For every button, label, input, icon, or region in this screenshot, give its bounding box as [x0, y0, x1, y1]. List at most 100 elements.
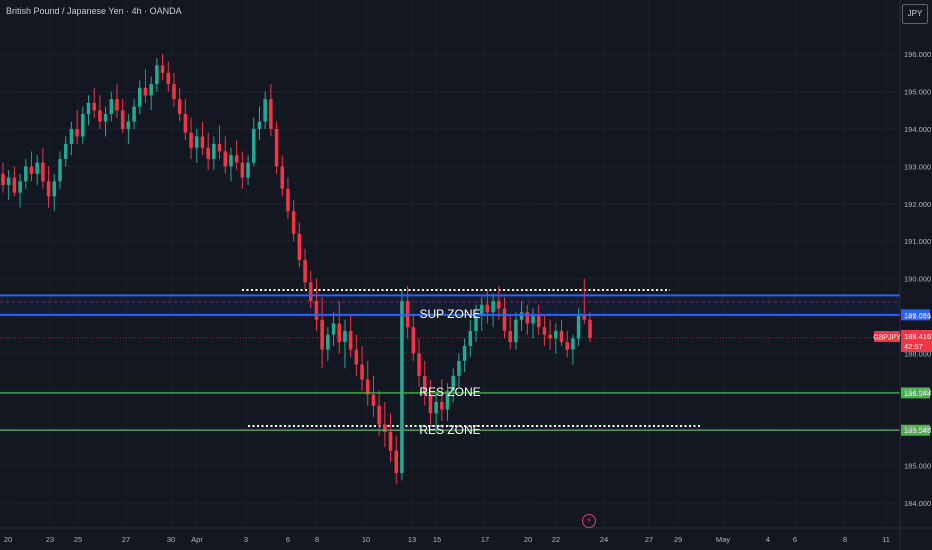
candle-body	[149, 84, 153, 96]
candle	[155, 57, 159, 92]
candle-body	[217, 143, 222, 152]
x-tick-label: 22	[552, 535, 560, 544]
x-tick-label: Apr	[191, 535, 203, 544]
candle	[115, 84, 119, 118]
support-lower-axis-tag	[901, 309, 930, 321]
candle-body	[200, 136, 205, 148]
candle	[52, 173, 57, 212]
candle-body	[383, 424, 387, 432]
candle	[502, 297, 507, 339]
candle-body	[35, 162, 39, 174]
x-tick-label: 6	[286, 535, 290, 544]
candle-body	[457, 360, 461, 376]
candle	[6, 170, 11, 201]
candle	[326, 327, 330, 361]
candle-body	[234, 155, 239, 163]
candle	[206, 132, 210, 171]
candle	[172, 72, 176, 107]
y-tick-label: 186.000	[904, 424, 931, 433]
x-tick-label: 23	[46, 535, 54, 544]
candle	[440, 379, 444, 421]
candle	[103, 106, 108, 137]
lightning-bolt-icon[interactable]: ⚡	[582, 514, 596, 528]
candle-body	[542, 327, 547, 335]
candle-body	[177, 99, 182, 115]
candle-body	[576, 316, 581, 339]
candle-body	[314, 301, 319, 320]
candle-body	[377, 405, 381, 425]
candle-body	[172, 84, 176, 100]
candle	[348, 316, 353, 358]
candle	[331, 312, 336, 346]
candle-body	[440, 402, 444, 410]
candle-body	[183, 114, 188, 133]
candle	[491, 293, 495, 328]
candle-body	[554, 330, 558, 339]
candle-body	[348, 330, 353, 350]
candle	[109, 91, 114, 122]
candle	[536, 304, 541, 335]
candle-body	[274, 129, 279, 167]
x-tick-label: 24	[600, 535, 608, 544]
candle	[35, 155, 39, 186]
candle-body	[240, 162, 245, 178]
candle-body	[120, 110, 125, 129]
candle-body	[400, 301, 404, 474]
candle-body	[115, 99, 119, 111]
candle-body	[75, 129, 79, 137]
candle-body	[485, 304, 490, 313]
candle-body	[63, 143, 68, 159]
candle-body	[525, 312, 530, 324]
candle	[303, 248, 307, 290]
candle	[257, 106, 262, 141]
candle-body	[422, 375, 427, 395]
candle-body	[269, 99, 273, 129]
price-axis[interactable]: 184.000 185.000 186.000 187.000 188.000 189.0…	[899, 0, 931, 550]
x-tick-label: 20	[4, 535, 12, 544]
candle	[422, 360, 427, 406]
candle	[405, 286, 410, 339]
candle	[274, 121, 279, 174]
current-price-tag: GBPJPY 188.416 42:57	[873, 330, 932, 352]
candle	[269, 84, 273, 137]
x-tick-label: 10	[362, 535, 370, 544]
candle	[571, 334, 575, 365]
x-tick-label: May	[716, 535, 730, 544]
chart-title: British Pound / Japanese Yen · 4h · OAND…	[6, 6, 182, 16]
candle	[582, 278, 587, 324]
support-zone-band	[0, 295, 900, 315]
candle	[383, 402, 387, 447]
candle	[280, 155, 285, 197]
candle-body	[514, 319, 518, 343]
currency-selector[interactable]: JPY	[902, 4, 928, 24]
candle	[468, 319, 473, 358]
candle-body	[126, 121, 131, 129]
candle-body	[155, 65, 159, 85]
candle-body	[103, 114, 108, 122]
zone-lines[interactable]: 189.031 186.944 185.946	[0, 294, 931, 436]
candle	[519, 301, 524, 331]
candle	[308, 271, 313, 309]
candle	[360, 345, 364, 391]
candle	[81, 106, 85, 144]
candle	[189, 117, 193, 159]
candle	[291, 200, 296, 242]
candle-body	[588, 319, 592, 338]
candle	[451, 368, 455, 403]
candle	[246, 155, 250, 186]
y-tick-label: 193.000	[904, 162, 931, 171]
y-tick-label: 190.000	[904, 275, 931, 284]
y-tick-label: 192.000	[904, 200, 931, 209]
candle-body	[411, 327, 416, 354]
candle-body	[434, 402, 438, 414]
time-axis[interactable]: 20 23 25 27 30 Apr 3 6 8 10 13 15 17 20 22 24 27 29 May 4 6 8…	[0, 527, 932, 544]
candle	[251, 117, 256, 167]
candle	[508, 316, 512, 350]
candle	[120, 99, 125, 133]
y-tick-label: 194.000	[904, 125, 931, 134]
candle	[138, 80, 142, 115]
current-price-value: 188.416	[904, 332, 931, 341]
y-tick-label: 196.000	[904, 50, 931, 59]
candle-body	[18, 181, 22, 193]
